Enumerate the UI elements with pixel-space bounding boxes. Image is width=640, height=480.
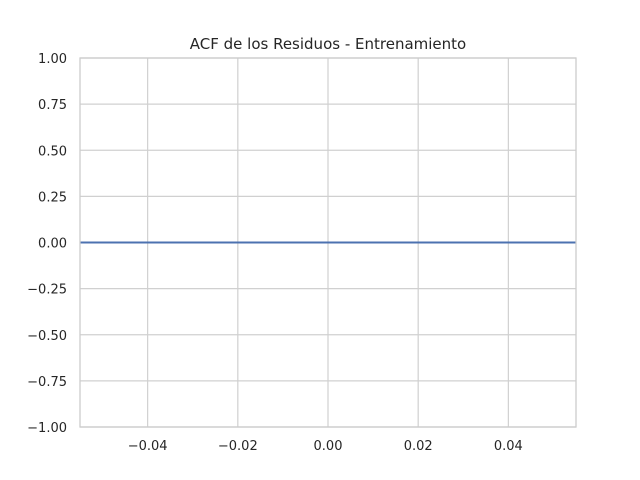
y-tick-label: −1.00 [27,421,67,436]
y-tick-label: 0.25 [38,190,67,205]
x-axis-ticks: −0.04 −0.02 0.00 0.02 0.04 [128,439,523,454]
x-tick-label: 0.04 [494,439,523,454]
y-tick-label: −0.25 [27,283,67,298]
x-tick-label: −0.04 [128,439,168,454]
y-tick-label: 0.00 [38,237,67,252]
x-tick-label: 0.02 [404,439,433,454]
y-tick-label: −0.75 [27,375,67,390]
x-tick-label: 0.00 [314,439,343,454]
y-tick-label: 0.50 [38,144,67,159]
y-axis-ticks: 1.00 0.75 0.50 0.25 0.00 −0.25 −0.50 −0.75 −1.00 [27,52,67,436]
x-tick-label: −0.02 [218,439,258,454]
chart-title: ACF de los Residuos - Entrenamiento [190,35,466,53]
y-tick-label: 1.00 [38,52,67,67]
plot-frame [79,57,577,428]
y-tick-label: 0.75 [38,98,67,113]
y-tick-label: −0.50 [27,329,67,344]
